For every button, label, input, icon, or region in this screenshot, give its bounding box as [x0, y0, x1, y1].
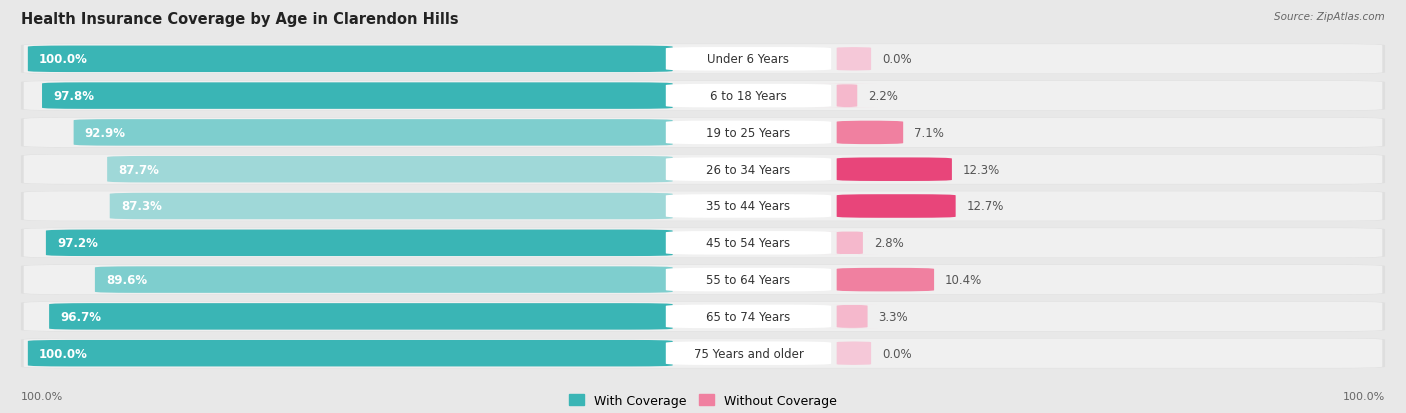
Text: 12.7%: 12.7% — [967, 200, 1004, 213]
FancyBboxPatch shape — [837, 48, 872, 71]
FancyBboxPatch shape — [24, 302, 1382, 331]
FancyBboxPatch shape — [21, 81, 1385, 112]
Text: 100.0%: 100.0% — [39, 347, 87, 360]
Text: 0.0%: 0.0% — [882, 53, 911, 66]
FancyBboxPatch shape — [666, 121, 831, 145]
Text: 65 to 74 Years: 65 to 74 Years — [706, 310, 790, 323]
FancyBboxPatch shape — [666, 342, 831, 365]
FancyBboxPatch shape — [24, 119, 1382, 148]
Text: Health Insurance Coverage by Age in Clarendon Hills: Health Insurance Coverage by Age in Clar… — [21, 12, 458, 27]
Text: 100.0%: 100.0% — [39, 53, 87, 66]
Text: 19 to 25 Years: 19 to 25 Years — [706, 127, 790, 140]
FancyBboxPatch shape — [110, 193, 672, 220]
FancyBboxPatch shape — [21, 155, 1385, 185]
Text: 7.1%: 7.1% — [914, 127, 943, 140]
Text: 89.6%: 89.6% — [105, 273, 148, 286]
FancyBboxPatch shape — [21, 301, 1385, 332]
FancyBboxPatch shape — [107, 157, 672, 183]
Legend: With Coverage, Without Coverage: With Coverage, Without Coverage — [564, 389, 842, 412]
FancyBboxPatch shape — [837, 268, 934, 292]
FancyBboxPatch shape — [46, 230, 672, 256]
FancyBboxPatch shape — [827, 305, 877, 328]
FancyBboxPatch shape — [837, 158, 952, 182]
FancyBboxPatch shape — [24, 265, 1382, 294]
Text: 12.3%: 12.3% — [963, 163, 1000, 176]
Text: 87.3%: 87.3% — [121, 200, 162, 213]
FancyBboxPatch shape — [24, 155, 1382, 185]
FancyBboxPatch shape — [837, 121, 903, 145]
FancyBboxPatch shape — [21, 265, 1385, 295]
Text: 92.9%: 92.9% — [84, 127, 125, 140]
FancyBboxPatch shape — [815, 85, 877, 108]
FancyBboxPatch shape — [49, 304, 672, 330]
FancyBboxPatch shape — [42, 83, 672, 109]
FancyBboxPatch shape — [666, 231, 831, 255]
FancyBboxPatch shape — [666, 268, 831, 292]
Text: 100.0%: 100.0% — [1343, 392, 1385, 401]
Text: 55 to 64 Years: 55 to 64 Years — [706, 273, 790, 286]
Text: Source: ZipAtlas.com: Source: ZipAtlas.com — [1274, 12, 1385, 22]
FancyBboxPatch shape — [666, 195, 831, 218]
FancyBboxPatch shape — [21, 45, 1385, 75]
FancyBboxPatch shape — [94, 267, 672, 293]
FancyBboxPatch shape — [666, 158, 831, 182]
Text: 3.3%: 3.3% — [879, 310, 908, 323]
FancyBboxPatch shape — [73, 120, 672, 146]
Text: 35 to 44 Years: 35 to 44 Years — [706, 200, 790, 213]
FancyBboxPatch shape — [821, 231, 877, 255]
FancyBboxPatch shape — [24, 82, 1382, 111]
Text: 87.7%: 87.7% — [118, 163, 159, 176]
Text: 97.2%: 97.2% — [56, 237, 98, 250]
Text: 6 to 18 Years: 6 to 18 Years — [710, 90, 787, 103]
Text: 2.8%: 2.8% — [875, 237, 904, 250]
FancyBboxPatch shape — [21, 192, 1385, 221]
FancyBboxPatch shape — [24, 228, 1382, 258]
Text: 26 to 34 Years: 26 to 34 Years — [706, 163, 790, 176]
Text: 2.2%: 2.2% — [869, 90, 898, 103]
FancyBboxPatch shape — [837, 195, 956, 218]
FancyBboxPatch shape — [28, 46, 672, 73]
Text: 45 to 54 Years: 45 to 54 Years — [706, 237, 790, 250]
FancyBboxPatch shape — [21, 228, 1385, 258]
Text: Under 6 Years: Under 6 Years — [707, 53, 790, 66]
Text: 10.4%: 10.4% — [945, 273, 983, 286]
FancyBboxPatch shape — [24, 192, 1382, 221]
FancyBboxPatch shape — [24, 339, 1382, 368]
FancyBboxPatch shape — [666, 85, 831, 108]
FancyBboxPatch shape — [24, 45, 1382, 74]
FancyBboxPatch shape — [21, 338, 1385, 368]
Text: 0.0%: 0.0% — [882, 347, 911, 360]
FancyBboxPatch shape — [666, 305, 831, 328]
Text: 97.8%: 97.8% — [53, 90, 94, 103]
Text: 75 Years and older: 75 Years and older — [693, 347, 803, 360]
FancyBboxPatch shape — [837, 342, 872, 365]
FancyBboxPatch shape — [28, 340, 672, 367]
Text: 96.7%: 96.7% — [60, 310, 101, 323]
FancyBboxPatch shape — [21, 118, 1385, 148]
Text: 100.0%: 100.0% — [21, 392, 63, 401]
FancyBboxPatch shape — [666, 48, 831, 71]
